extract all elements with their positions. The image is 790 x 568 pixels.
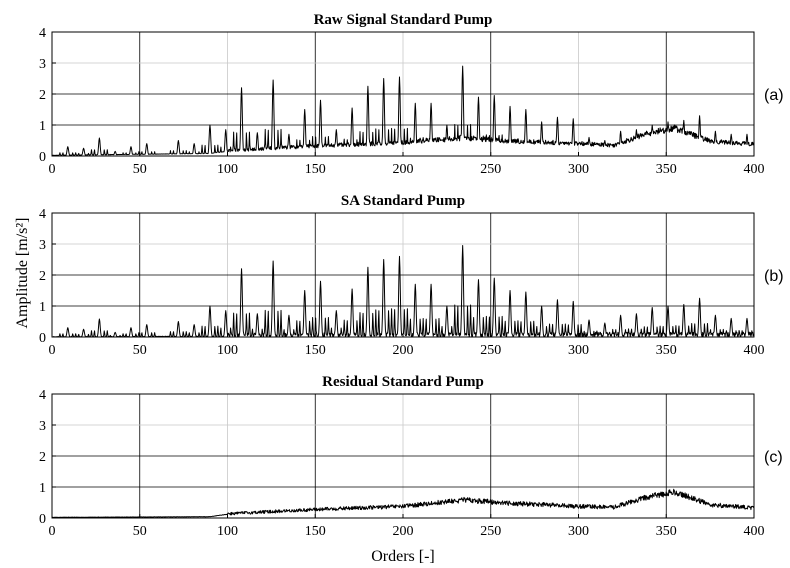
y-tick-label: 0 — [39, 150, 46, 165]
y-tick-label: 3 — [39, 57, 46, 72]
x-tick-label: 100 — [217, 162, 238, 177]
x-tick-label: 350 — [656, 524, 677, 539]
x-tick-label: 350 — [656, 162, 677, 177]
y-tick-label: 2 — [39, 450, 46, 465]
y-tick-label: 4 — [39, 388, 46, 403]
x-tick-label: 250 — [480, 524, 501, 539]
signal-line — [51, 488, 755, 518]
x-tick-label: 0 — [49, 524, 56, 539]
y-tick-label: 0 — [39, 331, 46, 346]
y-tick-label: 0 — [39, 512, 46, 527]
x-tick-label: 0 — [49, 343, 56, 358]
panel-tag: (c) — [764, 449, 783, 466]
panel-b: SA Standard Pump 0 50 100 150 200 250 300 350 400… — [39, 193, 784, 358]
panel-title: Residual Standard Pump — [322, 374, 484, 390]
y-tick-label: 1 — [39, 119, 46, 134]
panel-tag: (b) — [764, 268, 784, 285]
x-tick-label: 350 — [656, 343, 677, 358]
y-tick-label: 4 — [39, 26, 46, 41]
panel-title: Raw Signal Standard Pump — [314, 12, 493, 28]
x-axis-label: Orders [-] — [371, 548, 435, 565]
x-tick-label: 100 — [217, 524, 238, 539]
x-tick-label: 200 — [393, 343, 414, 358]
x-tick-label: 300 — [568, 162, 589, 177]
x-tick-label: 250 — [480, 343, 501, 358]
y-tick-label: 4 — [39, 207, 46, 222]
y-tick-label: 2 — [39, 269, 46, 284]
x-tick-label: 400 — [744, 162, 765, 177]
x-tick-label: 50 — [133, 162, 147, 177]
x-tick-label: 50 — [133, 343, 147, 358]
x-tick-label: 400 — [744, 524, 765, 539]
y-tick-label: 1 — [39, 300, 46, 315]
panel-c: Residual Standard Pump 0 50 100 150 200 250 300… — [39, 374, 783, 539]
x-tick-label: 300 — [568, 343, 589, 358]
y-tick-label: 1 — [39, 481, 46, 496]
y-tick-label: 3 — [39, 238, 46, 253]
panel-title: SA Standard Pump — [341, 193, 465, 209]
y-tick-label: 3 — [39, 419, 46, 434]
x-tick-label: 150 — [305, 162, 326, 177]
y-axis-label: Amplitude [m/s²] — [14, 217, 31, 328]
x-tick-label: 0 — [49, 162, 56, 177]
x-tick-label: 150 — [305, 524, 326, 539]
signal-line — [51, 65, 755, 156]
x-tick-label: 200 — [393, 524, 414, 539]
x-tick-label: 400 — [744, 343, 765, 358]
panel-tag: (a) — [764, 87, 784, 104]
y-tick-label: 2 — [39, 88, 46, 103]
x-tick-label: 150 — [305, 343, 326, 358]
x-tick-label: 250 — [480, 162, 501, 177]
x-tick-label: 50 — [133, 524, 147, 539]
x-tick-label: 300 — [568, 524, 589, 539]
x-tick-label: 200 — [393, 162, 414, 177]
panel-a: Raw Signal Standard Pump 0 50 100 150 200 250 3… — [39, 12, 784, 177]
x-tick-label: 100 — [217, 343, 238, 358]
